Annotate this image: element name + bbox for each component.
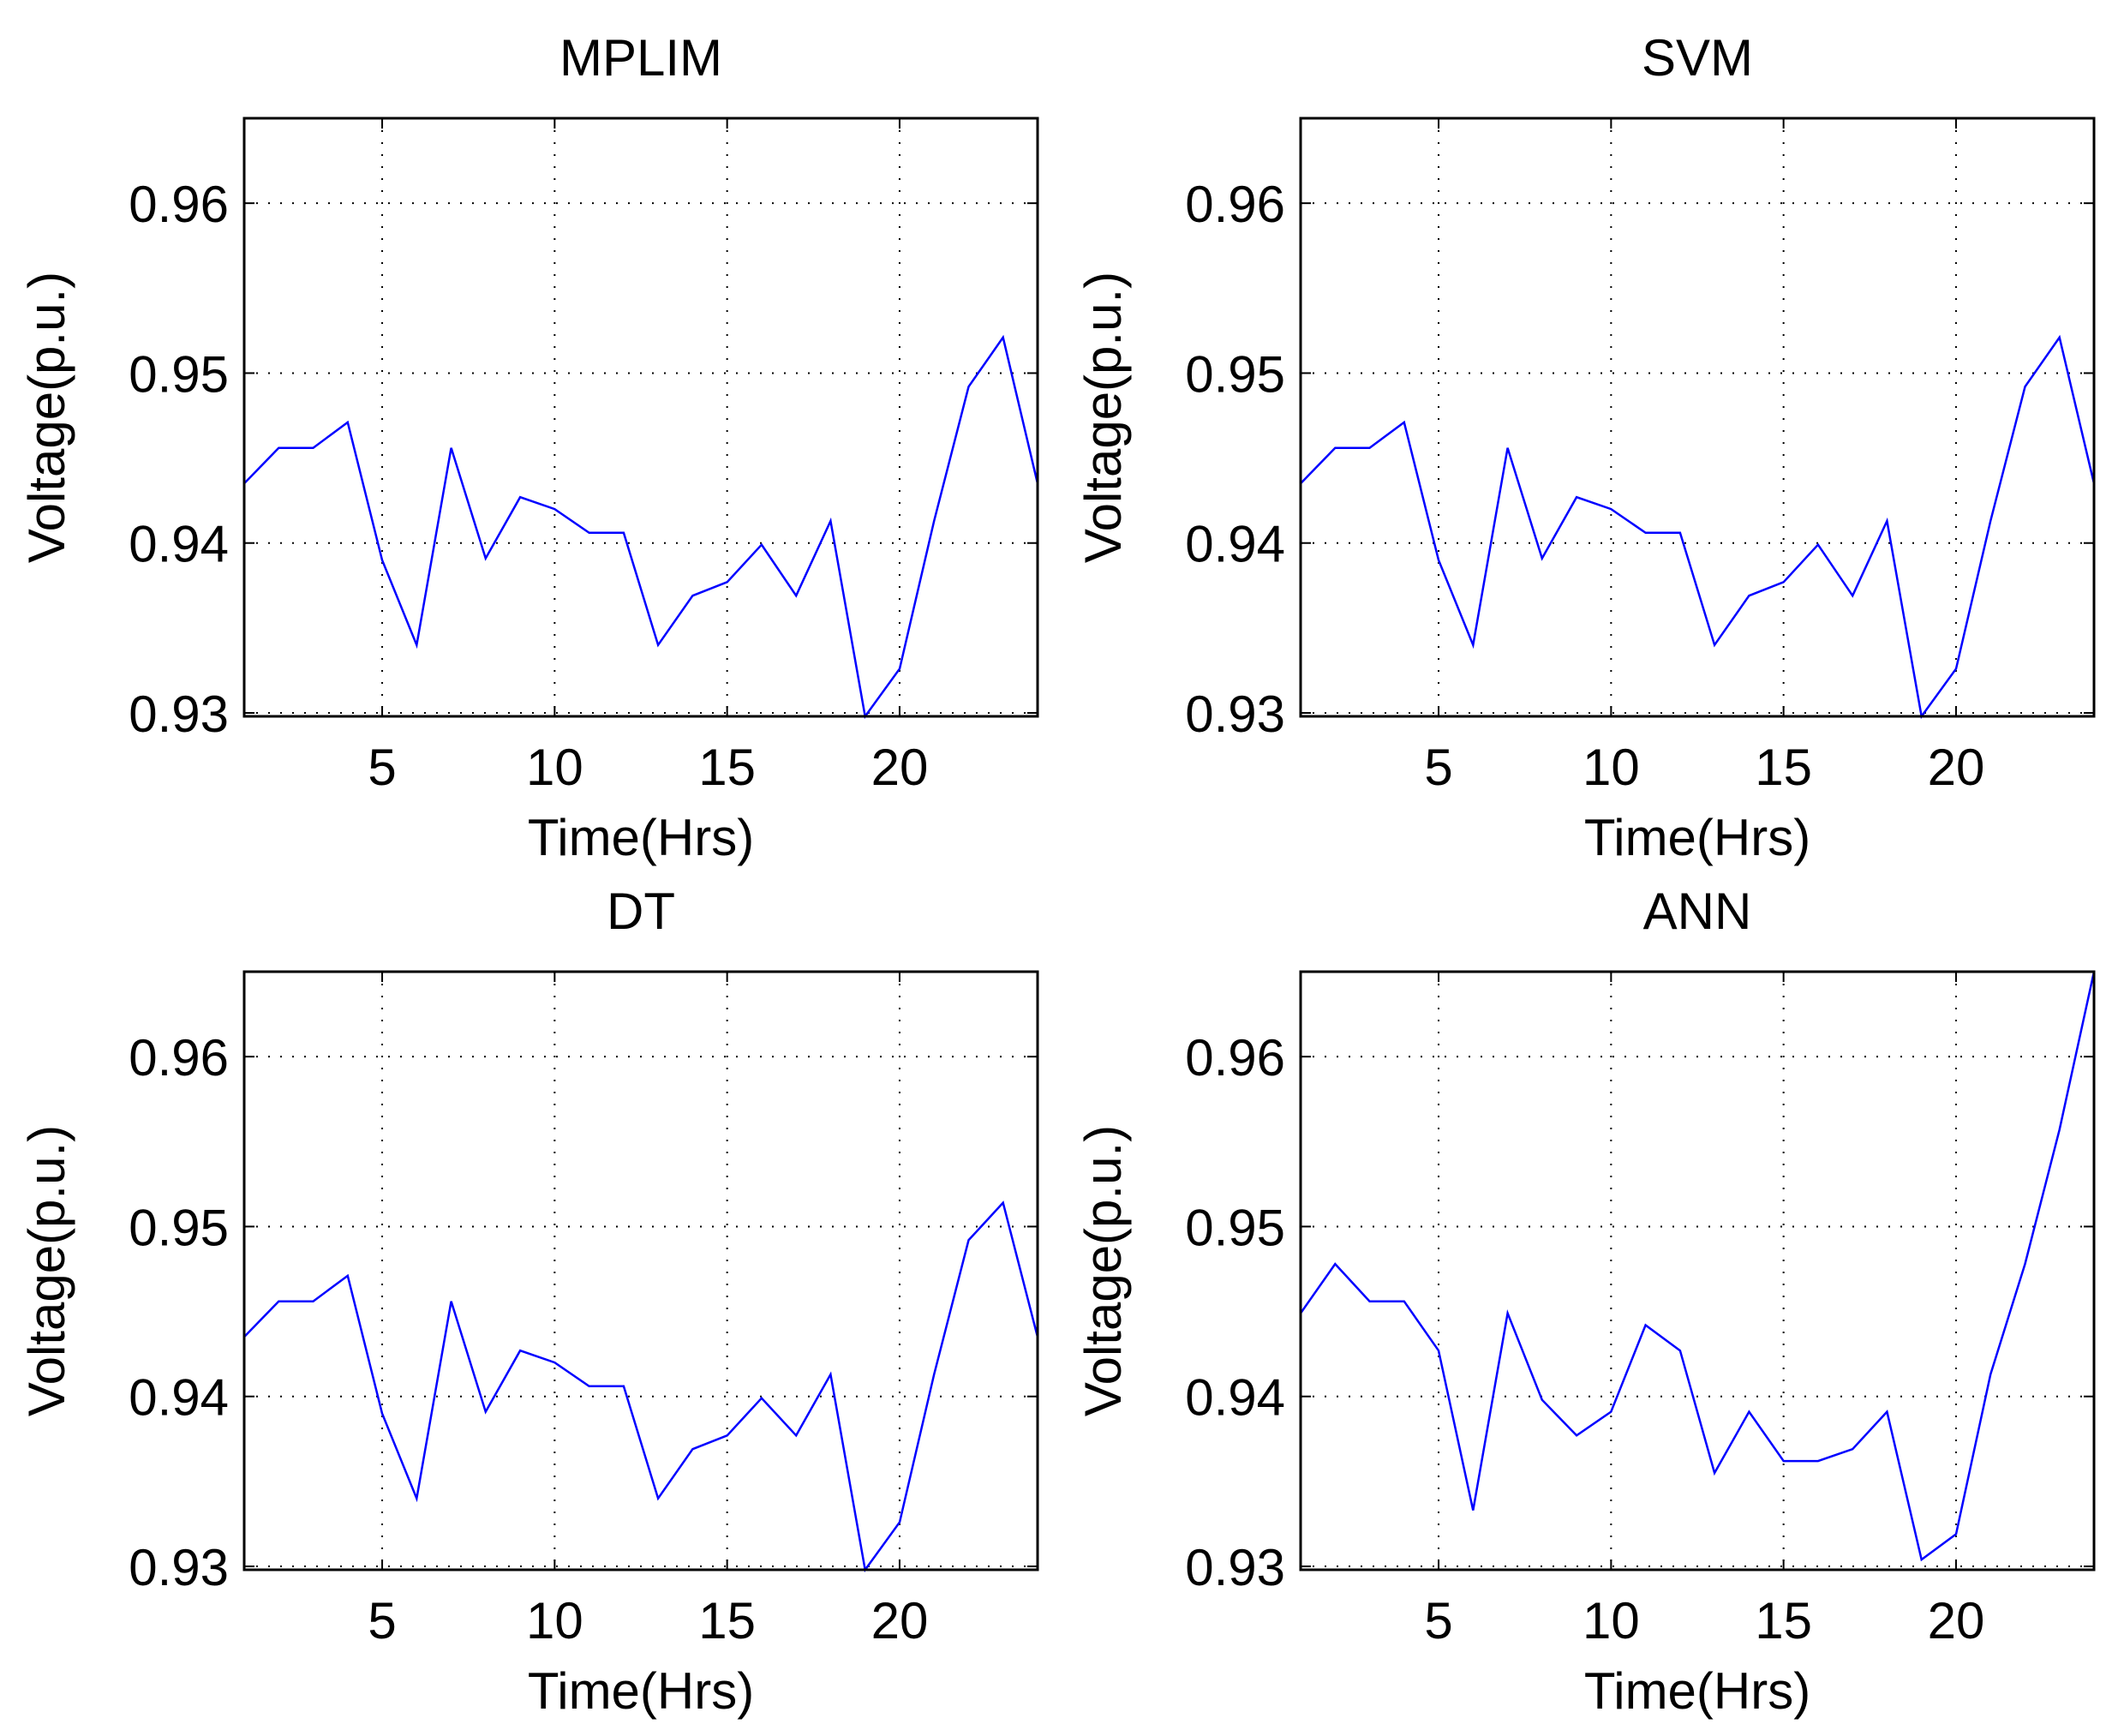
y-tick-label: 0.96 <box>129 1029 229 1086</box>
plot-title: ANN <box>1643 883 1752 940</box>
y-tick-label: 0.95 <box>129 1199 229 1256</box>
x-tick-label: 5 <box>368 1592 396 1649</box>
y-axis-label: Voltage(p.u.) <box>18 1125 75 1416</box>
y-tick-label: 0.93 <box>1185 1539 1285 1596</box>
y-tick-label: 0.94 <box>1185 516 1285 573</box>
x-axis-label: Time(Hrs) <box>528 809 754 866</box>
y-tick-label: 0.96 <box>1185 1029 1285 1086</box>
y-tick-label: 0.95 <box>129 345 229 403</box>
subplot-mplim: 5 10 15 20 0.93 0.94 0.95 0.96 MPLIM Time(Hrs) Vol… <box>18 29 1039 866</box>
plot-title: MPLIM <box>559 29 722 87</box>
series-line-ann <box>1299 971 2096 1562</box>
x-tick-label: 20 <box>1928 1592 1985 1649</box>
subplot-ann: 5 10 15 20 0.93 0.94 0.95 0.96 ANN Time(Hrs) Volta… <box>1074 883 2096 1720</box>
axes-box <box>1299 970 2096 1571</box>
y-axis-label: Voltage(p.u.) <box>1074 1125 1132 1416</box>
x-tick-label: 5 <box>368 739 396 796</box>
y-tick-label: 0.94 <box>1185 1369 1285 1427</box>
axes-box <box>1299 117 2096 718</box>
y-tick-label: 0.93 <box>129 685 229 743</box>
x-axis-label: Time(Hrs) <box>1584 1662 1810 1720</box>
subplot-svm: 5 10 15 20 0.93 0.94 0.95 0.96 SVM Time(Hrs) Volta… <box>1074 29 2096 866</box>
y-tick-label: 0.96 <box>1185 176 1285 233</box>
plot-title: DT <box>607 883 675 940</box>
x-tick-label: 5 <box>1424 739 1452 796</box>
y-tick-label: 0.94 <box>129 516 229 573</box>
x-tick-label: 10 <box>526 1592 583 1649</box>
y-axis-label: Voltage(p.u.) <box>18 272 75 563</box>
x-tick-label: 20 <box>871 1592 929 1649</box>
y-tick-label: 0.94 <box>129 1369 229 1427</box>
x-tick-label: 10 <box>526 739 583 796</box>
x-tick-label: 15 <box>1755 1592 1812 1649</box>
x-tick-label: 15 <box>698 1592 756 1649</box>
x-tick-label: 5 <box>1424 1592 1452 1649</box>
x-tick-label: 10 <box>1583 1592 1640 1649</box>
series-line-mplim <box>243 334 1039 720</box>
y-tick-label: 0.93 <box>1185 685 1285 743</box>
y-tick-label: 0.96 <box>129 176 229 233</box>
x-tick-label: 20 <box>871 739 929 796</box>
x-tick-label: 15 <box>1755 739 1812 796</box>
y-axis-label: Voltage(p.u.) <box>1074 272 1132 563</box>
subplot-dt: 5 10 15 20 0.93 0.94 0.95 0.96 DT Time(Hrs) Voltag… <box>18 883 1039 1720</box>
series-line-svm <box>1300 334 2096 720</box>
x-tick-label: 20 <box>1928 739 1985 796</box>
y-tick-label: 0.93 <box>129 1539 229 1596</box>
axes-box <box>242 970 1039 1571</box>
x-axis-label: Time(Hrs) <box>528 1662 754 1720</box>
subplot-grid: 5 10 15 20 0.93 0.94 0.95 0.96 MPLIM Time(Hrs) Vol… <box>18 29 2096 1720</box>
x-axis-label: Time(Hrs) <box>1584 809 1810 866</box>
x-tick-label: 15 <box>698 739 756 796</box>
x-tick-label: 10 <box>1583 739 1640 796</box>
series-line-dt <box>243 1200 1039 1573</box>
y-tick-label: 0.95 <box>1185 1199 1285 1256</box>
axes-box <box>242 117 1039 718</box>
y-tick-label: 0.95 <box>1185 345 1285 403</box>
plot-title: SVM <box>1642 29 1753 87</box>
